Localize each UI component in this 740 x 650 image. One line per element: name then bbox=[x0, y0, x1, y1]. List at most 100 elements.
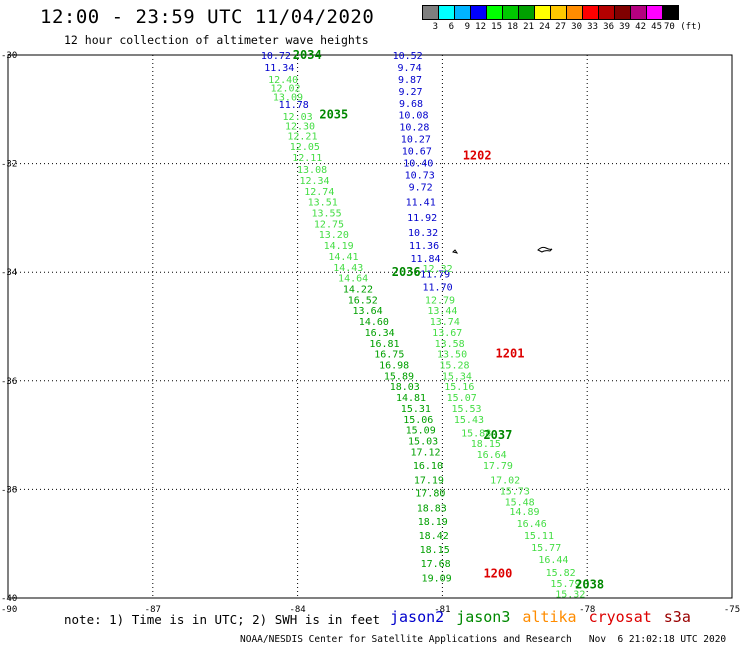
wave-height-value: 12.11 bbox=[292, 153, 322, 164]
map-subtitle: 12 hour collection of altimeter wave hei… bbox=[64, 33, 369, 47]
wave-height-value: 16.10 bbox=[413, 461, 443, 472]
color-scale-label: 33 bbox=[587, 22, 598, 32]
wave-height-value: 9.68 bbox=[399, 99, 423, 110]
wave-height-value: 18.15 bbox=[420, 545, 450, 556]
wave-height-value: 12.74 bbox=[304, 187, 334, 198]
wave-height-value: 9.72 bbox=[409, 182, 433, 193]
wave-height-value: 11.70 bbox=[423, 282, 453, 293]
wave-height-value: 17.02 bbox=[490, 476, 520, 487]
legend-s3a: s3a bbox=[663, 608, 691, 626]
wave-height-value: 13.67 bbox=[432, 328, 462, 339]
wave-height-value: 14.60 bbox=[359, 317, 389, 328]
wave-height-value: 10.28 bbox=[399, 123, 429, 134]
color-scale-label: 39 bbox=[619, 22, 630, 32]
wave-height-value: 12.02 bbox=[270, 84, 300, 95]
wave-height-value: 18.03 bbox=[390, 382, 420, 393]
lat-tick-label: -40 bbox=[1, 594, 17, 604]
wave-height-value: 12.21 bbox=[287, 131, 317, 142]
wave-height-value: 12.30 bbox=[285, 122, 315, 133]
wave-height-value: 15.79 bbox=[550, 579, 580, 590]
wave-height-value: 15.82 bbox=[546, 568, 576, 579]
legend-jason2: jason2 bbox=[390, 608, 445, 626]
wave-height-value: 13.58 bbox=[435, 339, 465, 350]
wave-height-value: 11.78 bbox=[279, 100, 309, 111]
wave-height-value: 16.98 bbox=[379, 361, 409, 372]
wave-height-value: 17.79 bbox=[483, 461, 513, 472]
wave-height-value: 16.75 bbox=[374, 350, 404, 361]
wave-height-value: 16.52 bbox=[348, 295, 378, 306]
color-scale-swatch bbox=[662, 5, 679, 20]
lat-tick-label: -32 bbox=[1, 160, 17, 170]
color-scale-label: 27 bbox=[555, 22, 566, 32]
color-scale-label: 6 bbox=[448, 22, 454, 32]
wave-height-value: 15.34 bbox=[442, 371, 472, 382]
wave-height-value: 12.34 bbox=[299, 176, 329, 187]
wave-height-value: 15.03 bbox=[408, 437, 438, 448]
pass-time-label: 2037 bbox=[483, 428, 512, 442]
wave-height-value: 11.34 bbox=[264, 63, 294, 74]
wave-height-value: 13.08 bbox=[297, 165, 327, 176]
wave-height-value: 17.80 bbox=[415, 489, 445, 500]
wave-height-value: 14.19 bbox=[324, 241, 354, 252]
wave-height-value: 11.36 bbox=[409, 241, 439, 252]
wave-height-value: 14.81 bbox=[396, 393, 426, 404]
color-scale-label: 12 bbox=[475, 22, 486, 32]
lat-tick-label: -38 bbox=[1, 485, 17, 495]
wave-height-value: 15.48 bbox=[505, 497, 535, 508]
legend-altika: altika bbox=[522, 608, 577, 626]
wave-height-value: 15.16 bbox=[444, 382, 474, 393]
wave-height-value: 18.83 bbox=[417, 503, 447, 514]
wave-height-value: 15.28 bbox=[439, 361, 469, 372]
wave-height-value: 11.79 bbox=[420, 269, 450, 280]
wave-height-value: 15.32 bbox=[555, 590, 585, 601]
wave-height-value: 10.67 bbox=[402, 147, 432, 158]
wave-height-value: 17.19 bbox=[414, 476, 444, 487]
wave-height-value: 13.51 bbox=[308, 198, 338, 209]
wave-height-value: 15.89 bbox=[384, 371, 414, 382]
wave-height-value: 13.20 bbox=[319, 230, 349, 241]
wave-height-value: 16.34 bbox=[365, 328, 395, 339]
wave-height-value: 11.41 bbox=[406, 198, 436, 209]
pass-time-label: 2038 bbox=[575, 577, 604, 591]
map-frame bbox=[7, 54, 733, 599]
wave-height-value: 12.40 bbox=[268, 75, 298, 86]
credit-footer: NOAA/NESDIS Center for Satellite Applica… bbox=[240, 634, 727, 645]
island-outline bbox=[452, 249, 459, 254]
wave-height-value: 16.64 bbox=[477, 450, 507, 461]
wave-height-value: 14.43 bbox=[333, 263, 363, 274]
color-scale-label: 70 (ft) bbox=[664, 22, 702, 32]
legend-cryosat: cryosat bbox=[588, 608, 652, 626]
lon-tick-label: -75 bbox=[724, 605, 740, 615]
pass-time-label: 2034 bbox=[293, 48, 322, 62]
color-scale-label: 24 bbox=[539, 22, 550, 32]
wave-height-value: 15.43 bbox=[454, 415, 484, 426]
color-scale-labels: 3 6 9 12 15 18 21 24 27 30 33 36 39 42 45 70 (ft) bbox=[422, 22, 702, 32]
wave-height-value: 12.75 bbox=[314, 219, 344, 230]
wave-height-value: 10.40 bbox=[403, 159, 433, 170]
wave-height-value: 9.87 bbox=[398, 75, 422, 86]
wave-height-value: 15.11 bbox=[524, 531, 554, 542]
color-scale-label: 45 bbox=[651, 22, 662, 32]
lon-tick-label: -81 bbox=[434, 605, 450, 615]
wave-height-value: 14.64 bbox=[338, 274, 368, 285]
lat-tick-label: -36 bbox=[1, 377, 17, 387]
wave-height-value: 18.42 bbox=[419, 531, 449, 542]
wave-height-value: 13.09 bbox=[273, 92, 303, 103]
wave-height-value: 11.84 bbox=[410, 254, 440, 265]
wave-height-value: 14.89 bbox=[509, 507, 539, 518]
wave-height-value: 10.27 bbox=[401, 135, 431, 146]
wave-height-value: 15.77 bbox=[531, 543, 561, 554]
color-scale-label: 30 bbox=[571, 22, 582, 32]
wave-height-value: 14.22 bbox=[343, 284, 373, 295]
satellite-legend: jason2 jason3 altika cryosat s3a bbox=[390, 608, 703, 626]
wave-height-value: 15.53 bbox=[451, 404, 481, 415]
wave-height-value: 11.92 bbox=[407, 213, 437, 224]
color-scale-bar bbox=[422, 5, 679, 20]
wave-height-value: 17.12 bbox=[410, 447, 440, 458]
wave-height-value: 13.50 bbox=[437, 350, 467, 361]
pass-time-label: 2035 bbox=[319, 108, 348, 122]
wave-height-value: 16.81 bbox=[369, 339, 399, 350]
wave-height-value: 12.05 bbox=[290, 142, 320, 153]
wave-height-value: 10.52 bbox=[393, 51, 423, 62]
